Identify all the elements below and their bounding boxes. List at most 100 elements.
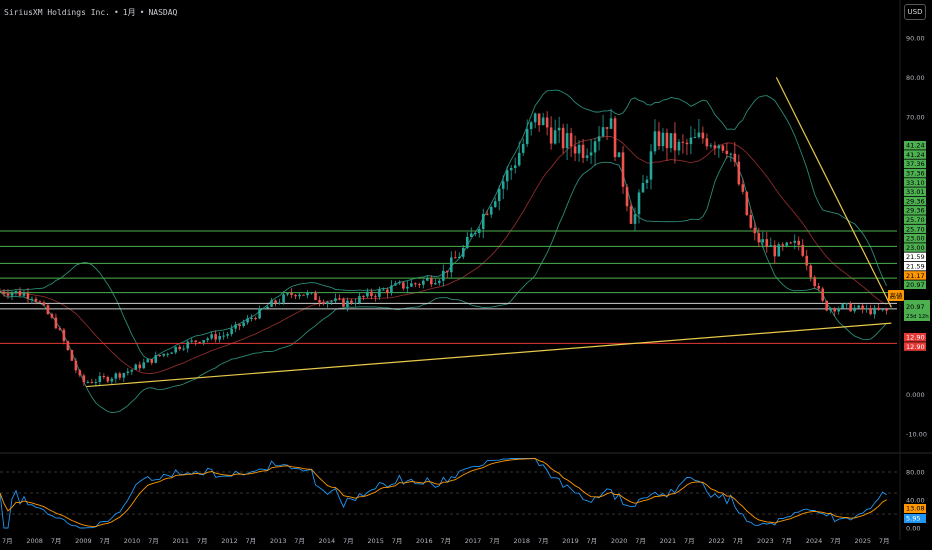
title-separator: •: [139, 8, 145, 17]
price-tag-label: 20.97: [906, 281, 925, 289]
candle-body: [78, 370, 82, 376]
time-tick: 7月: [343, 537, 354, 545]
time-tick: 2013: [270, 537, 287, 545]
candle-body: [561, 127, 565, 149]
trend-lines[interactable]: [86, 77, 892, 388]
candle-body: [517, 152, 521, 166]
trend-line-1: [775, 77, 892, 308]
symbol-title: SiriusXM Holdings Inc. • 1月 • NASDAQ: [4, 7, 177, 18]
time-tick: 7月: [684, 537, 695, 545]
price-tag: 20.97: [904, 280, 926, 289]
candle-body: [765, 239, 769, 247]
candle-body: [242, 322, 245, 326]
candle-body: [749, 214, 753, 228]
time-tick: 7月: [879, 537, 890, 545]
candle-body: [426, 278, 429, 281]
candle-body: [154, 355, 158, 363]
price-tag: 33.01: [904, 187, 926, 196]
candle-body: [465, 236, 469, 248]
high-badge-bg: [888, 290, 904, 301]
candle-body: [745, 191, 749, 215]
candle-body: [398, 282, 401, 284]
candle-body: [641, 182, 645, 193]
candle-body: [509, 168, 513, 171]
price-tag-label: 21.59: [906, 263, 925, 271]
candle-body: [338, 298, 341, 300]
candle-body: [617, 152, 621, 158]
price-tag: 23.00: [904, 243, 926, 252]
candle-body: [162, 353, 166, 356]
rsi-tick: 0.00: [906, 525, 920, 533]
candle-body: [549, 127, 553, 144]
candle-body: [282, 294, 285, 303]
candle-body: [705, 138, 709, 147]
candle-body: [497, 188, 501, 202]
candle-body: [813, 277, 817, 287]
candle-body: [821, 288, 825, 301]
price-tag-bg: [904, 178, 926, 187]
price-tick: -10.00: [906, 431, 927, 439]
time-tick: 7月: [587, 537, 598, 545]
candle-body: [717, 145, 721, 149]
candle-body: [414, 283, 417, 285]
candle-body: [701, 132, 705, 139]
price-tag-bg: [904, 150, 926, 159]
candle-body: [98, 376, 102, 382]
candle-body: [737, 161, 741, 185]
candle-body: [362, 295, 365, 297]
time-tick: 2023: [757, 537, 774, 545]
candle-body: [386, 289, 389, 293]
candlesticks: [0, 108, 888, 387]
candle-body: [597, 136, 601, 142]
price-tag-label: 25.70: [906, 216, 925, 224]
price-tag-label: 29.36: [906, 197, 925, 205]
time-tick: 2009: [75, 537, 92, 545]
price-tag-bg: [904, 342, 926, 351]
price-tag: 41.24: [904, 150, 926, 159]
candle-body: [873, 307, 876, 315]
interval-label[interactable]: 1月: [122, 8, 136, 17]
candle-body: [809, 265, 813, 278]
candle-body: [134, 364, 138, 370]
price-tag-label: 23.00: [906, 235, 925, 243]
candle-body: [805, 255, 809, 266]
price-tag: 25.70: [904, 224, 926, 233]
price-tag-bg: [904, 215, 926, 224]
symbol-name: SiriusXM Holdings Inc.: [4, 8, 110, 17]
candle-body: [106, 377, 110, 382]
candle-body: [14, 290, 18, 293]
price-tag-label: 41.24: [906, 142, 925, 150]
time-tick: 2021: [660, 537, 677, 545]
candle-body: [865, 308, 868, 310]
candle-body: [46, 305, 50, 315]
candle-body: [861, 305, 864, 310]
price-tick: 0.000: [906, 391, 925, 399]
price-axis[interactable]: 90.00 80.00 70.00 0.000 -10.00: [906, 34, 927, 438]
candle-body: [86, 381, 90, 383]
rsi-pane[interactable]: 80.00 40.00 0.00 13.08 5.95: [0, 457, 926, 533]
price-tag: 29.36: [904, 196, 926, 205]
candle-body: [537, 113, 541, 126]
candle-body: [857, 305, 860, 308]
candle-body: [845, 303, 848, 305]
time-tick: 2018: [513, 537, 530, 545]
candle-body: [190, 340, 193, 342]
candle-body: [390, 285, 393, 293]
candle-body: [829, 308, 832, 311]
candle-body: [833, 308, 836, 312]
candle-body: [18, 290, 22, 296]
candle-body: [0, 291, 2, 293]
candle-body: [410, 283, 413, 287]
time-axis[interactable]: 7月 2008 7月 2009 7月 2010 7月 2011 7月 2012 7月 2013 7月 20…: [2, 537, 889, 545]
candle-body: [138, 364, 142, 369]
time-tick: 7月: [733, 537, 744, 545]
candle-body: [330, 301, 333, 303]
candle-body: [453, 257, 457, 259]
candle-body: [306, 292, 309, 296]
candle-body: [785, 242, 789, 246]
price-tag-label: 25.70: [906, 225, 925, 233]
candle-body: [741, 184, 745, 192]
currency-button[interactable]: USD: [904, 4, 926, 20]
candle-body: [545, 117, 549, 128]
